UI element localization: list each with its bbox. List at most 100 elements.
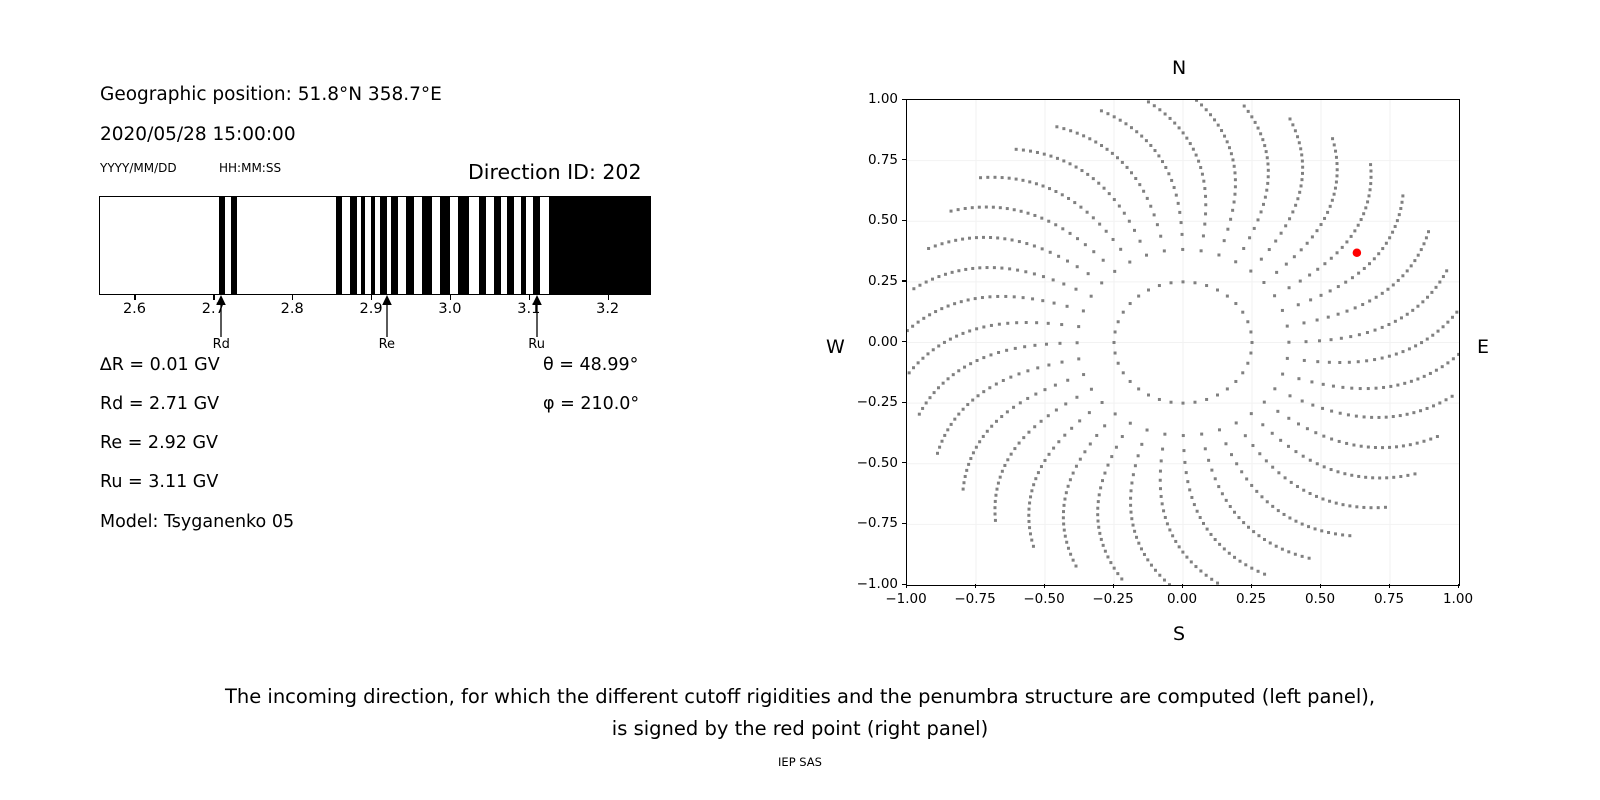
scatter-y-tick: [902, 159, 906, 161]
scatter-point: [1409, 379, 1413, 383]
scatter-point: [1251, 444, 1255, 448]
scatter-point: [1425, 406, 1429, 410]
scatter-point: [924, 280, 928, 284]
scatter-point: [1203, 187, 1207, 191]
scatter-point: [1054, 223, 1058, 227]
scatter-point: [1001, 378, 1005, 382]
scatter-point: [1192, 503, 1196, 507]
scatter-point: [1100, 281, 1104, 285]
scatter-point: [1414, 344, 1418, 348]
scatter-point: [1373, 358, 1377, 362]
scatter-point: [1286, 444, 1290, 448]
scatter-point: [1366, 445, 1370, 449]
scatter-point: [981, 434, 985, 438]
scatter-point: [912, 287, 916, 291]
scatter-point: [1225, 387, 1229, 391]
scatter-point: [964, 267, 968, 271]
scatter-point: [1265, 188, 1269, 192]
scatter-point: [1359, 218, 1363, 222]
scatter-point: [1356, 360, 1360, 364]
scatter-point: [1060, 323, 1064, 327]
scatter-point: [949, 209, 953, 213]
scatter-point: [1204, 573, 1208, 577]
penumbra-x-tick: [449, 295, 452, 300]
scatter-point: [1075, 395, 1079, 399]
scatter-point: [1297, 141, 1301, 145]
scatter-point: [1371, 476, 1375, 480]
scatter-point: [1280, 308, 1284, 312]
scatter-point: [1012, 295, 1016, 299]
scatter-point: [953, 417, 957, 421]
scatter-point: [1302, 321, 1306, 325]
scatter-point: [1288, 117, 1292, 121]
scatter-point: [1213, 118, 1217, 122]
scatter-point: [1039, 419, 1043, 423]
scatter-point: [1185, 136, 1189, 140]
scatter-point: [1163, 432, 1167, 436]
scatter-point: [1116, 320, 1120, 324]
scatter-point: [1071, 558, 1075, 562]
scatter-point: [1106, 112, 1110, 116]
scatter-point: [1120, 577, 1124, 581]
scatter-point: [1242, 521, 1246, 525]
scatter-point: [1227, 146, 1231, 150]
scatter-point: [1033, 213, 1037, 217]
scatter-point: [1099, 486, 1103, 490]
scatter-point: [1321, 497, 1325, 501]
scatter-point: [1273, 294, 1277, 298]
scatter-point: [1357, 333, 1361, 337]
scatter-point: [1005, 207, 1009, 211]
scatter-point: [1266, 168, 1270, 172]
scatter-point: [969, 457, 973, 461]
scatter-point: [1299, 147, 1303, 151]
scatter-point: [1220, 492, 1224, 496]
scatter-point: [1310, 380, 1314, 384]
scatter-point: [1128, 421, 1132, 425]
penumbra-forbidden-band: [458, 197, 469, 294]
scatter-point: [1256, 218, 1260, 222]
scatter-point: [1451, 357, 1455, 361]
scatter-point: [1373, 328, 1377, 332]
scatter-point: [1119, 247, 1123, 251]
scatter-point: [1393, 319, 1397, 323]
scatter-point: [1391, 283, 1395, 287]
scatter-point: [1137, 387, 1141, 391]
scatter-point: [1435, 435, 1439, 439]
scatter-point: [1199, 166, 1203, 170]
scatter-point: [1204, 194, 1208, 198]
scatter-point: [1377, 415, 1381, 419]
scatter-point: [1397, 213, 1401, 217]
scatter-point: [1328, 499, 1332, 503]
scatter-point: [1170, 178, 1174, 182]
scatter-point: [1127, 219, 1131, 223]
scatter-point: [1233, 178, 1237, 182]
penumbra-forbidden-band: [507, 197, 515, 294]
scatter-x-tick-label: 1.00: [1442, 591, 1474, 607]
selected-direction-point[interactable]: [1352, 248, 1362, 258]
scatter-point: [1213, 538, 1217, 542]
scatter-point: [1415, 441, 1419, 445]
scatter-point: [1256, 126, 1260, 130]
scatter-point: [1074, 287, 1078, 291]
penumbra-x-tick-label: 3.0: [438, 301, 462, 317]
scatter-point: [1328, 289, 1332, 293]
scatter-point: [961, 407, 965, 411]
scatter-point: [1353, 229, 1357, 233]
scatter-point: [1065, 304, 1069, 308]
scatter-point: [1024, 321, 1028, 325]
scatter-point: [1091, 216, 1095, 220]
scatter-point: [1261, 423, 1265, 427]
scatter-point: [1099, 537, 1103, 541]
scatter-point: [1133, 529, 1137, 533]
penumbra-forbidden-band: [440, 197, 450, 294]
scatter-point: [1281, 372, 1285, 376]
scatter-point: [1334, 180, 1338, 184]
scatter-point: [1259, 132, 1263, 136]
scatter-point: [1455, 310, 1459, 314]
scatter-point: [1287, 416, 1291, 420]
scatter-point: [1441, 325, 1445, 329]
scatter-point: [1310, 235, 1314, 239]
scatter-point: [1249, 351, 1253, 355]
scatter-point: [1158, 469, 1162, 473]
scatter-point: [1152, 213, 1156, 217]
